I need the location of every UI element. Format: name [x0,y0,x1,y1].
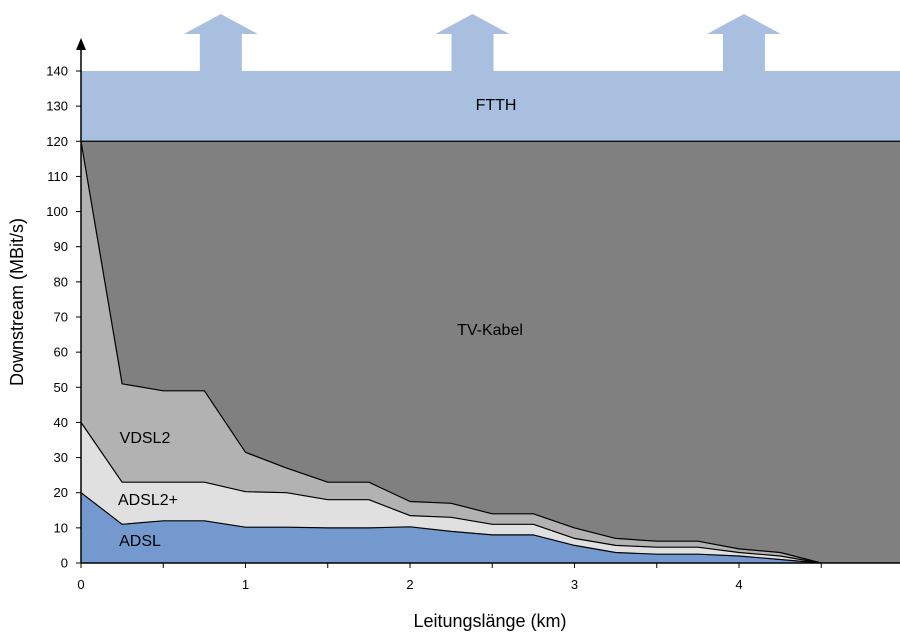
line-adsl2- [80,422,822,564]
y-tick-label: 140 [46,64,68,79]
series-label-vdsl2: VDSL2 [120,430,171,447]
line-vdsl2 [80,141,822,564]
y-tick-label: 80 [54,274,68,289]
ftth-arrow [183,14,258,71]
series-label-adsl: ADSL [119,533,161,550]
y-tick-label: 120 [46,134,68,149]
series-label-ftth: FTTH [476,97,517,114]
series-label-adsl2-: ADSL2+ [118,492,178,509]
x-tick-label: 4 [735,577,742,592]
x-tick-label: 3 [571,577,578,592]
y-axis-title: Downstream (MBit/s) [7,218,27,386]
y-tick-label: 130 [46,99,68,114]
x-tick-label: 0 [77,577,84,592]
area-adsl [81,492,822,563]
area-label-layer: ADSL ADSL2+ VDSL2 TV-Kabel FTTH [118,97,523,550]
area-layer [81,71,900,564]
x-tick-label: 2 [406,577,413,592]
x-tick-label: 1 [242,577,249,592]
tick-layer: 0 10 20 30 40 50 60 70 80 90 100 110 120 130 140 0 1 2 3 4 [46,64,822,592]
y-tick-label: 90 [54,239,68,254]
y-tick-label: 50 [54,380,68,395]
ftth-arrow-layer [183,14,781,71]
y-tick-label: 40 [54,415,68,430]
y-tick-label: 60 [54,345,68,360]
y-axis-arrowhead [76,38,86,50]
y-tick-label: 0 [61,556,68,571]
y-tick-label: 10 [54,520,68,535]
ftth-arrow [706,14,781,71]
boundary-line-layer [80,140,900,564]
area-ftth [81,71,900,142]
y-tick-label: 30 [54,450,68,465]
ftth-arrow [435,14,510,71]
y-tick-label: 70 [54,310,68,325]
series-label-tv-kabel: TV-Kabel [457,322,523,339]
y-tick-label: 110 [47,169,68,184]
y-tick-label: 100 [46,204,68,219]
axis-layer [76,38,900,564]
y-tick-label: 20 [54,485,68,500]
x-axis-title: Leitungslänge (km) [413,611,566,631]
line-adsl [80,492,822,564]
